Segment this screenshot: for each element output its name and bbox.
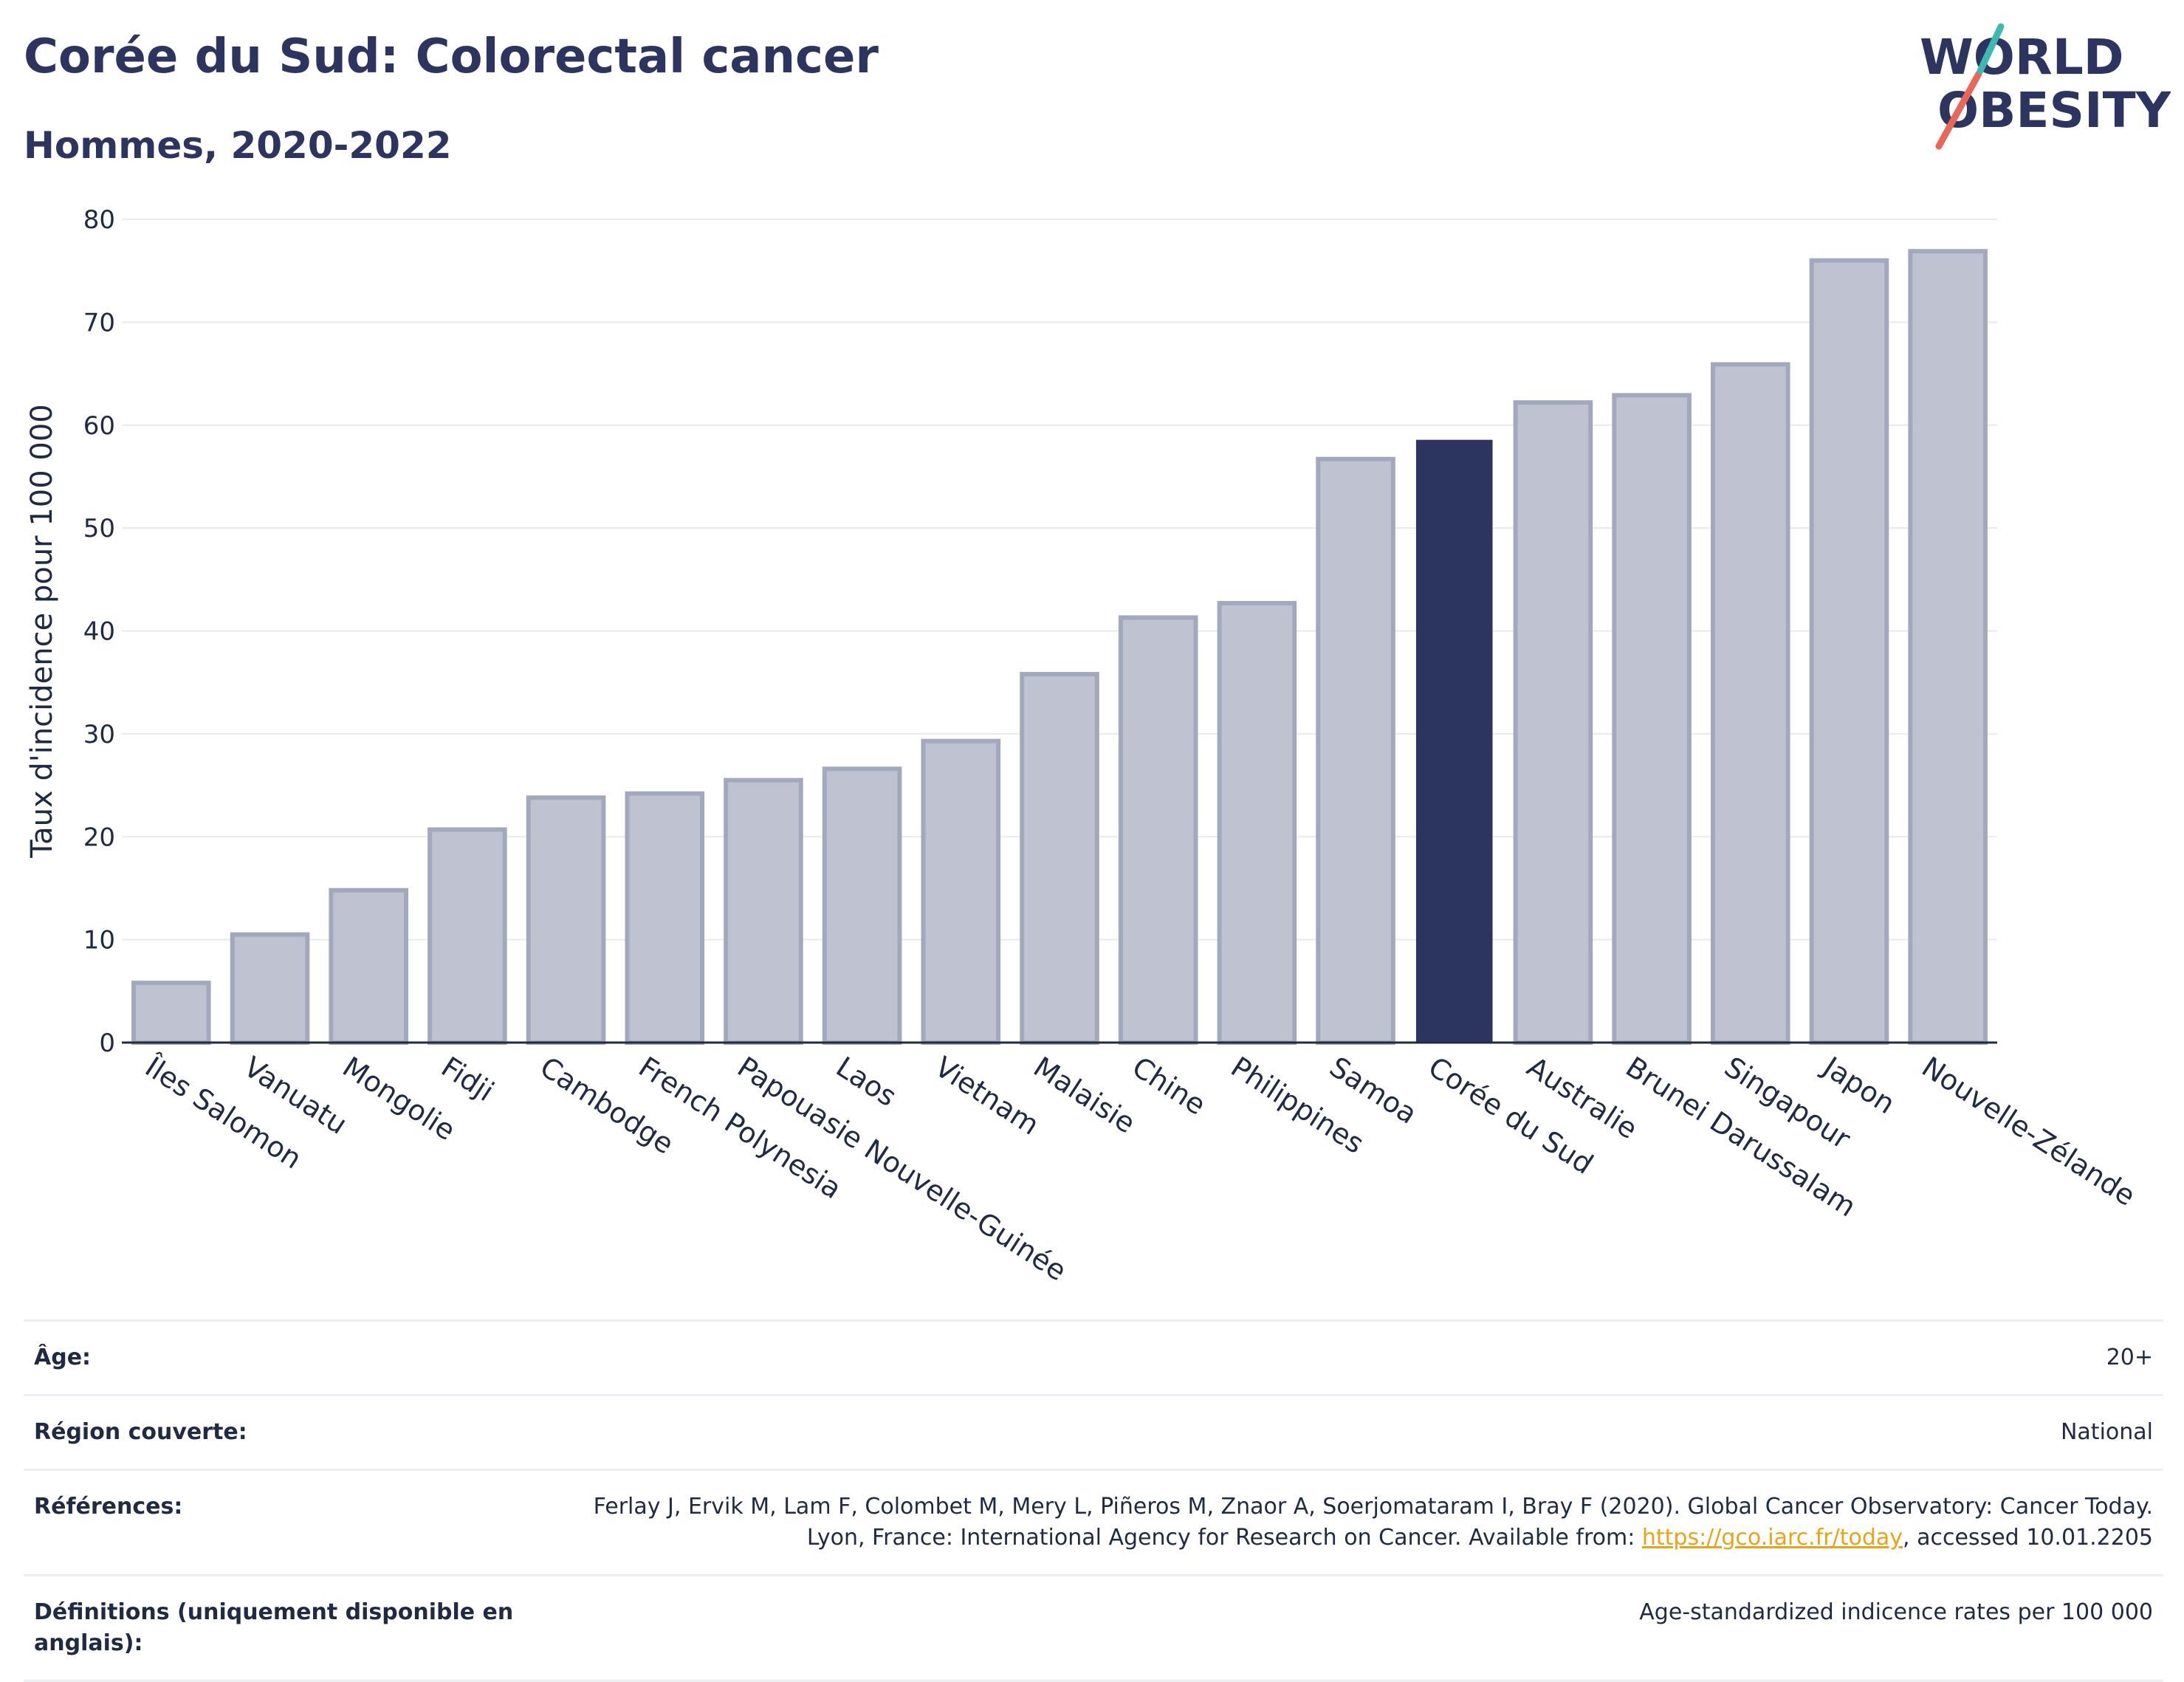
y-tick-label: 80 <box>83 205 115 235</box>
bar <box>822 766 902 1045</box>
y-axis-ticks: 0 10 20 30 40 50 60 70 80 <box>83 205 115 1058</box>
bar <box>1908 249 1988 1045</box>
bar <box>921 738 1001 1045</box>
bar <box>1710 362 1790 1045</box>
chart-title: Corée du Sud: Colorectal cancer <box>24 30 879 84</box>
y-tick-label: 60 <box>83 411 115 441</box>
bar <box>526 795 606 1045</box>
bar <box>329 888 409 1045</box>
y-tick-label: 40 <box>83 617 115 647</box>
chart-subtitle: Hommes, 2020-2022 <box>24 124 452 167</box>
meta-value-references: Ferlay J, Ervik M, Lam F, Colombet M, Me… <box>558 1492 2153 1554</box>
bar <box>724 778 803 1045</box>
bars <box>131 249 1988 1046</box>
bar <box>1020 672 1099 1045</box>
world-obesity-logo: WORLD OBESITY <box>1920 23 2171 150</box>
bar-chart: 0 10 20 30 40 50 60 70 80 Îles SalomonVanuatuMon… <box>25 205 2141 1288</box>
bar <box>1809 258 1889 1045</box>
meta-row-definitions: Définitions (uniquement disponible en an… <box>24 1574 2163 1682</box>
meta-row-references: Références: Ferlay J, Ervik M, Lam F, Co… <box>24 1469 2163 1574</box>
meta-key-definitions: Définitions (uniquement disponible en an… <box>34 1599 514 1656</box>
y-tick-label: 30 <box>83 720 115 749</box>
bar <box>1513 400 1593 1045</box>
logo-line-world: WORLD <box>1920 29 2124 86</box>
bar <box>1118 615 1198 1045</box>
reference-link[interactable]: https://gco.iarc.fr/today <box>1641 1525 1903 1551</box>
meta-value-definitions: Age-standardized indicence rates per 100… <box>1639 1599 2153 1625</box>
y-tick-label: 50 <box>83 514 115 543</box>
meta-key-age: Âge: <box>34 1345 92 1370</box>
x-tick-label: Malaisie <box>1028 1051 1141 1140</box>
x-tick-label: Fidji <box>436 1051 500 1108</box>
x-tick-label: Vietnam <box>929 1051 1045 1142</box>
bar <box>427 827 507 1046</box>
x-tick-label: Nouvelle-Zélande <box>1916 1051 2141 1212</box>
logo-slash-red <box>1935 70 1982 150</box>
y-tick-label: 10 <box>83 926 115 955</box>
bar-highlight <box>1415 439 1493 1043</box>
y-tick-label: 20 <box>83 823 115 852</box>
logo-slash-teal <box>1977 23 2005 75</box>
meta-row-region: Région couverte: National <box>24 1394 2163 1469</box>
x-tick-label: Corée du Sud <box>1423 1051 1599 1181</box>
x-tick-label: Laos <box>831 1051 902 1113</box>
meta-value-region: National <box>2060 1419 2153 1445</box>
metadata-table: Âge: 20+ Région couverte: National Référ… <box>24 1319 2163 1682</box>
meta-value-age: 20+ <box>2106 1345 2153 1370</box>
y-tick-label: 70 <box>83 308 115 337</box>
logo-line-obesity: OBESITY <box>1937 82 2171 139</box>
meta-key-region: Région couverte: <box>34 1419 247 1445</box>
bar <box>131 981 211 1045</box>
y-axis-label: Taux d'incidence pour 100 000 <box>25 404 59 858</box>
bar <box>1316 456 1395 1045</box>
bar <box>1612 393 1692 1045</box>
y-tick-label: 0 <box>99 1029 115 1058</box>
bar <box>1217 600 1297 1045</box>
bar <box>625 791 705 1046</box>
x-tick-label: Mongolie <box>337 1051 461 1147</box>
bar <box>230 932 310 1045</box>
meta-key-references: Références: <box>34 1494 183 1520</box>
meta-row-age: Âge: 20+ <box>24 1319 2163 1394</box>
reference-text: Ferlay J, Ervik M, Lam F, Colombet M, Me… <box>593 1494 2153 1551</box>
reference-accessed: , accessed 10.01.2205 <box>1903 1525 2153 1551</box>
